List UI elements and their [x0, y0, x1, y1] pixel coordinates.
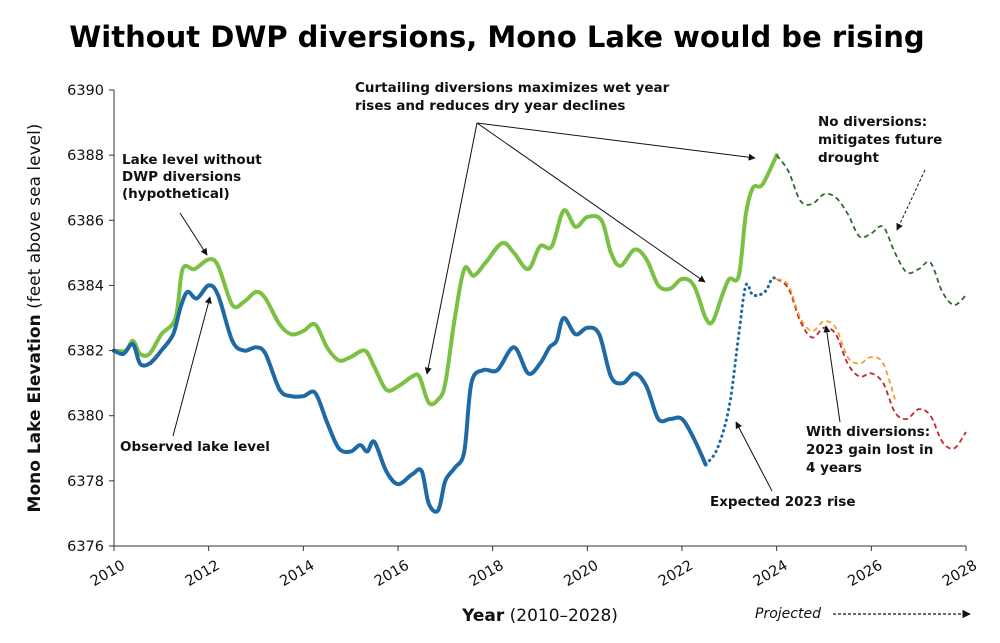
x-tick-label: 2028 [940, 558, 980, 590]
series-expected-rise-line [704, 276, 779, 467]
annotation-observed: Observed lake level [120, 296, 270, 455]
annotation-curtailing-arrow-1 [424, 122, 478, 375]
annotation-no-diversions-text: No diversions: mitigates future drought [818, 114, 947, 166]
annotation-no-diversions-arrow [896, 169, 926, 231]
annotation-without-arrow [179, 212, 208, 256]
annotation-with-diversions-arrow [823, 325, 841, 423]
y-tick-label: 6382 [67, 344, 104, 360]
annotation-without: Lake level without DWP diversions (hypot… [122, 152, 266, 256]
y-axis-label: Mono Lake Elevation (feet above sea leve… [25, 124, 45, 513]
series-projection-with-diversions-alt-line [776, 278, 896, 400]
x-tick-label: 2012 [183, 558, 223, 590]
annotation-expected-arrow [735, 421, 773, 492]
x-tick-label: 2016 [372, 558, 412, 590]
x-tick-label: 2026 [845, 558, 885, 590]
annotation-with-diversions: With diversions: 2023 gain lost in 4 yea… [806, 325, 938, 476]
y-tick-label: 6380 [67, 409, 104, 425]
annotation-no-diversions: No diversions: mitigates future drought [818, 114, 947, 231]
series-projection-with-diversions-line [776, 278, 967, 450]
annotation-expected: Expected 2023 rise [710, 421, 855, 510]
annotation-observed-text: Observed lake level [120, 439, 270, 455]
y-tick-label: 6376 [67, 539, 104, 555]
y-tick-label: 6390 [67, 83, 104, 99]
annotation-observed-arrow [172, 296, 212, 437]
y-tick-label: 6386 [67, 213, 104, 229]
y-tick-label: 6384 [67, 278, 104, 294]
x-tick-label: 2014 [277, 558, 317, 590]
x-tick-label: 2022 [656, 558, 696, 590]
series-projection-no-diversions-line [775, 154, 967, 306]
annotation-curtailing-text: Curtailing diversions maximizes wet year… [355, 80, 674, 114]
x-tick-label: 2024 [751, 558, 791, 590]
chart-title: Without DWP diversions, Mono Lake would … [69, 20, 924, 54]
annotation-curtailing-arrow-2 [476, 122, 706, 283]
annotation-curtailing: Curtailing diversions maximizes wet year… [355, 80, 756, 375]
x-axis-label: Year (2010–2028) [461, 606, 618, 626]
annotation-without-text: Lake level without DWP diversions (hypot… [122, 152, 266, 202]
y-tick-label: 6388 [67, 148, 104, 164]
projected-label: Projected [755, 606, 821, 622]
x-tick-label: 2018 [467, 558, 507, 590]
x-tick-label: 2010 [88, 558, 128, 590]
annotation-curtailing-arrow-3 [476, 122, 756, 161]
series-without-line [112, 153, 779, 407]
y-tick-label: 6378 [67, 474, 104, 490]
annotation-expected-text: Expected 2023 rise [710, 494, 855, 510]
series-observed-line [112, 283, 708, 514]
annotation-with-diversions-text: With diversions: 2023 gain lost in 4 yea… [806, 424, 938, 476]
x-tick-label: 2020 [561, 558, 601, 590]
